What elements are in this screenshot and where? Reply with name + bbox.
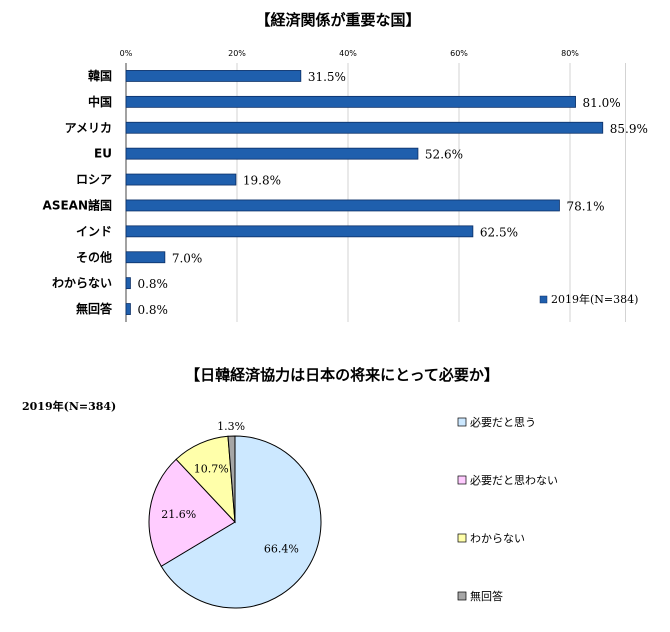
x-tick-label: 0%: [120, 49, 133, 58]
pie-legend-swatch: [457, 417, 467, 427]
pie-value-label: 21.6%: [161, 508, 196, 521]
pie-value-label: 66.4%: [264, 542, 299, 555]
value-label: 19.8%: [243, 174, 281, 188]
pie-legend-swatch: [457, 475, 467, 485]
pie-legend-swatch: [457, 591, 467, 601]
value-label: 7.0%: [172, 251, 203, 265]
pie-value-label: 10.7%: [194, 463, 229, 476]
pie-chart-slices: [148, 435, 322, 609]
pie-slice: [148, 458, 236, 567]
x-tick-label: 40%: [339, 49, 357, 58]
x-tick-label: 80%: [561, 49, 579, 58]
value-label: 85.9%: [610, 122, 648, 136]
pie-value-label: 1.3%: [217, 420, 245, 433]
bar: [125, 70, 302, 82]
category-label: ASEAN諸国: [43, 197, 112, 212]
pie-legend-label: 必要だと思わない: [470, 474, 558, 487]
bar-legend-swatch: [539, 295, 548, 304]
category-label: インド: [76, 224, 112, 238]
pie-slice: [227, 435, 236, 523]
pie-legend-label: 必要だと思う: [470, 416, 536, 429]
bar: [125, 199, 560, 212]
x-tick-label: 20%: [228, 49, 246, 58]
category-label: EU: [94, 147, 112, 161]
value-label: 78.1%: [566, 199, 604, 213]
pie-legend-swatch: [457, 533, 467, 543]
value-label: 0.8%: [137, 303, 168, 317]
category-label: ロシア: [76, 173, 112, 187]
bar: [125, 173, 237, 186]
category-label: わからない: [52, 276, 112, 290]
bar-chart-bars: [125, 70, 604, 315]
category-label: その他: [76, 249, 112, 264]
category-label: 無回答: [76, 301, 113, 316]
value-label: 31.5%: [308, 70, 346, 84]
category-label: 韓国: [88, 68, 112, 83]
pie-legend-label: わからない: [470, 532, 525, 545]
pie-slice: [160, 435, 322, 609]
category-label: 中国: [88, 94, 112, 109]
value-label: 0.8%: [137, 277, 168, 291]
value-label: 62.5%: [480, 225, 518, 239]
bar: [125, 303, 131, 315]
bar: [125, 251, 166, 264]
pie-chart-title: 【日韓経済協力は日本の将来にとって必要か】: [185, 366, 499, 384]
value-label: 52.6%: [425, 148, 463, 162]
pie-chart-subtitle: 2019年(N=384): [22, 399, 116, 413]
bar-legend-label: 2019年(N=384): [551, 292, 638, 306]
bar-chart-value-labels: 31.5% 81.0% 85.9% 52.6% 19.8% 78.1% 62.5% 7.0% 0…: [137, 70, 647, 317]
bar: [125, 95, 576, 108]
x-tick-label: 60%: [450, 49, 468, 58]
pie-legend-label: 無回答: [470, 589, 503, 603]
bar: [125, 225, 474, 238]
bar-chart-legend: 2019年(N=384): [539, 292, 638, 306]
bar: [125, 147, 419, 160]
category-label: アメリカ: [65, 121, 112, 135]
value-label: 81.0%: [583, 96, 621, 110]
bar: [125, 277, 131, 290]
pie-chart-value-labels: 66.4% 21.6% 10.7% 1.3%: [161, 420, 299, 556]
bar-chart-x-ticks: 0% 20% 40% 60% 80%: [120, 49, 580, 58]
bar: [125, 121, 604, 134]
bar-chart-title: 【経済関係が重要な国】: [255, 11, 420, 29]
